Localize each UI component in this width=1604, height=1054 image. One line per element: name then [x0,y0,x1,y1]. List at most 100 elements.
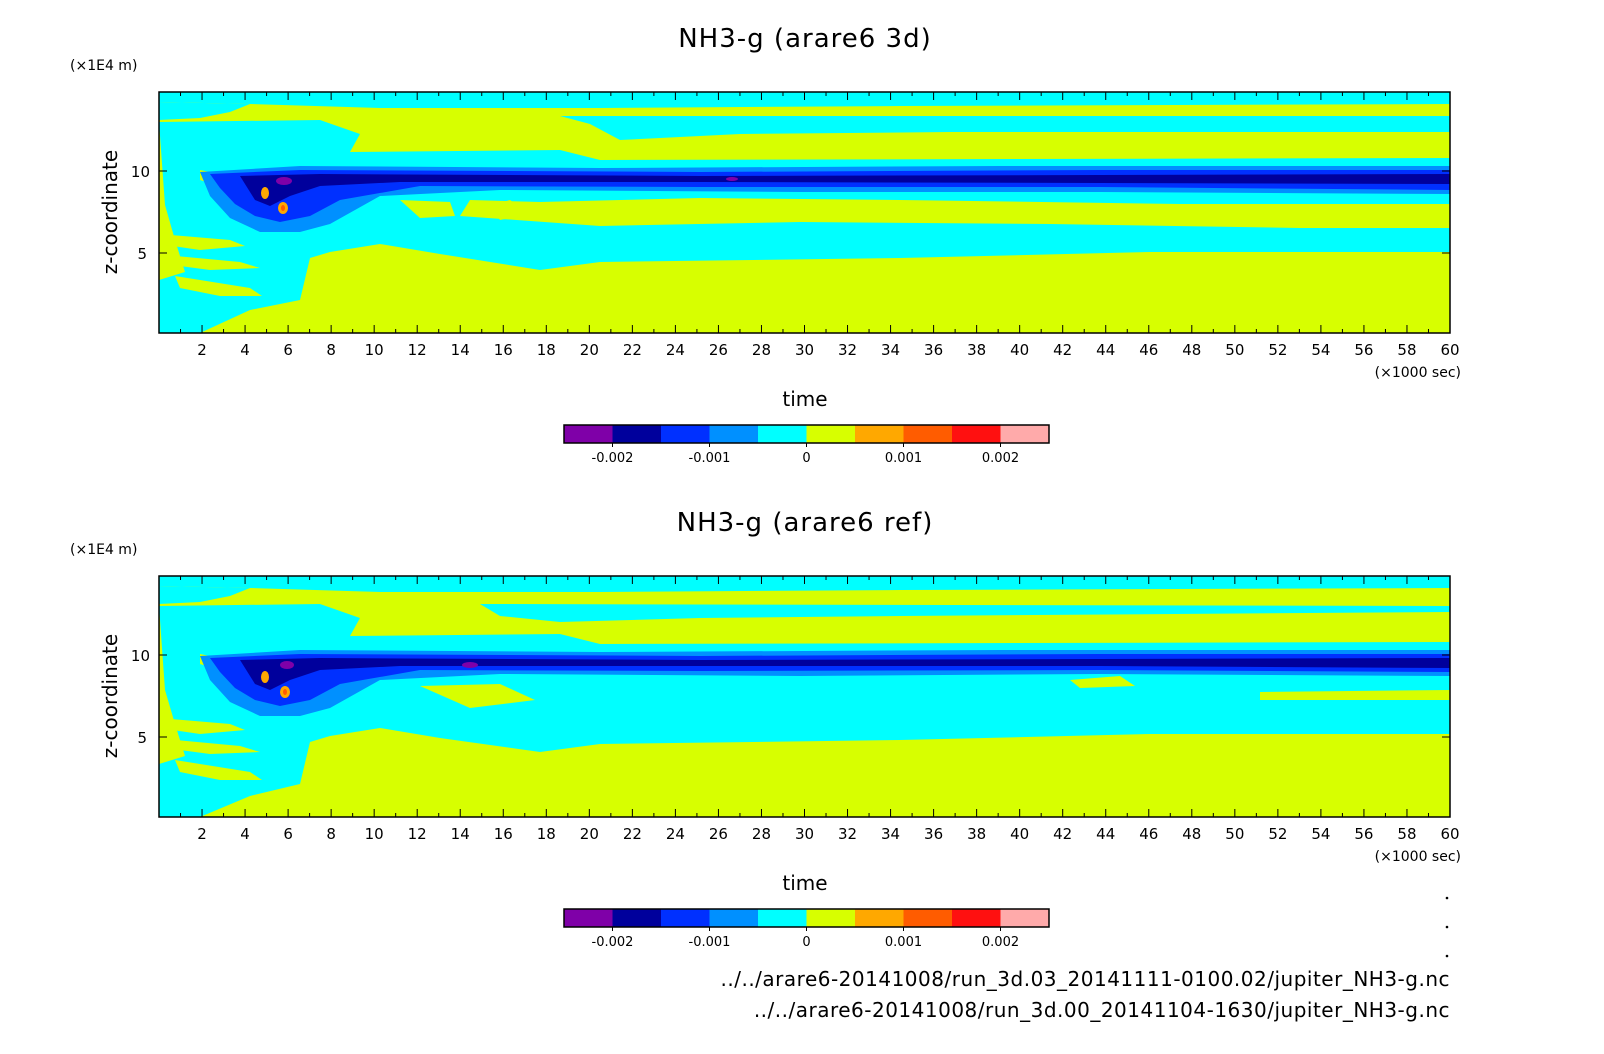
contour-field [159,576,1450,817]
x-tick-label: 20 [580,825,599,843]
x-tick-label: 42 [1053,341,1072,359]
panel-top: NH3-g (arare6 3d) (×1E4 m) [70,24,1461,466]
colorbar: -0.002 -0.001 0 0.001 0.002 [563,424,1050,466]
x-tick-label: 14 [451,825,470,843]
x-tick-label: 24 [666,341,685,359]
colorbar-tick-label: 0 [802,451,810,466]
colorbar: -0.002 -0.001 0 0.001 0.002 [563,908,1050,950]
x-unit-label: (×1000 sec) [1375,849,1461,865]
colorbar-swatch [758,425,807,443]
x-tick-label: 42 [1053,825,1072,843]
x-tick-label: 34 [881,825,900,843]
x-tick-label: 26 [709,341,728,359]
x-axis-label: time [782,387,827,411]
chart-title: NH3-g (arare6 3d) [678,24,932,54]
colorbar-swatch [564,909,613,927]
x-tick-label: 24 [666,825,685,843]
y-tick-label: 10 [131,163,150,181]
x-tick-label: 18 [537,341,556,359]
x-tick-label: 56 [1354,341,1373,359]
colorbar-swatch [612,425,661,443]
colorbar-swatch [855,425,904,443]
y-tick-label: 5 [137,729,147,747]
colorbar-tick-label: -0.001 [689,935,731,950]
colorbar-tick-label: 0.002 [982,451,1019,466]
colorbar-swatch [952,425,1001,443]
x-tick-label: 22 [623,341,642,359]
x-tick-label: 6 [283,825,293,843]
x-tick-label: 40 [1010,825,1029,843]
y-tick-label: 10 [131,647,150,665]
colorbar-swatch [1000,909,1049,927]
chart-title: NH3-g (arare6 ref) [677,508,934,538]
x-tick-label: 48 [1182,825,1201,843]
x-axis: 2 4 6 8 10 12 14 16 18 20 22 24 26 28 30 32 34 36 38 40 42 44… [180,92,1460,359]
x-tick-label: 44 [1096,825,1115,843]
colorbar-swatch [564,425,613,443]
x-tick-label: 28 [752,825,771,843]
colorbar-tick-label: 0.001 [885,451,922,466]
colorbar-swatch [661,425,710,443]
y-unit-label: (×1E4 m) [70,58,137,74]
contour-field [159,92,1450,333]
x-tick-label: 26 [709,825,728,843]
x-tick-label: 54 [1311,825,1330,843]
x-tick-label: 50 [1225,341,1244,359]
y-unit-label: (×1E4 m) [70,542,137,558]
x-tick-label: 32 [838,825,857,843]
panel-bottom: NH3-g (arare6 ref) (×1E4 m) 2 4 6 8 10 12 [70,508,1461,950]
x-tick-label: 52 [1268,341,1287,359]
x-tick-label: 2 [197,825,207,843]
x-tick-label: 38 [967,825,986,843]
x-tick-label: 40 [1010,341,1029,359]
colorbar-tick-label: -0.002 [592,935,634,950]
x-tick-label: 38 [967,341,986,359]
colorbar-swatch [709,425,758,443]
x-tick-label: 52 [1268,825,1287,843]
x-tick-label: 32 [838,341,857,359]
x-tick-label: 8 [326,341,336,359]
file-path: ../../arare6-20141008/run_3d.00_20141104… [754,998,1450,1022]
x-tick-label: 48 [1182,341,1201,359]
x-tick-label: 34 [881,341,900,359]
file-path: ../../arare6-20141008/run_3d.03_20141111… [721,967,1450,991]
x-tick-label: 6 [283,341,293,359]
x-tick-label: 16 [494,341,513,359]
colorbar-tick-label: 0.002 [982,935,1019,950]
x-tick-label: 22 [623,825,642,843]
x-tick-label: 20 [580,341,599,359]
x-tick-label: 12 [408,341,427,359]
x-tick-label: 58 [1397,825,1416,843]
x-tick-label: 10 [365,825,384,843]
x-unit-label: (×1000 sec) [1375,365,1461,381]
x-tick-label: 30 [795,341,814,359]
y-axis: 5 10 [131,647,1450,747]
colorbar-swatch [709,909,758,927]
colorbar-swatch [952,909,1001,927]
stray-dots [1445,896,1449,958]
colorbar-swatch [855,909,904,927]
colorbar-swatch [661,909,710,927]
colorbar-swatch [758,909,807,927]
x-tick-label: 36 [924,825,943,843]
x-tick-label: 8 [326,825,336,843]
colorbar-tick-label: -0.002 [592,451,634,466]
y-axis-label: z-coordinate [98,150,122,274]
x-tick-label: 4 [240,825,250,843]
x-tick-label: 36 [924,341,943,359]
x-tick-label: 54 [1311,341,1330,359]
colorbar-swatch [806,425,855,443]
x-tick-label: 4 [240,341,250,359]
x-tick-label: 12 [408,825,427,843]
colorbar-swatch [806,909,855,927]
x-tick-label: 50 [1225,825,1244,843]
x-tick-label: 10 [365,341,384,359]
x-tick-label: 30 [795,825,814,843]
x-tick-label: 60 [1440,341,1459,359]
x-tick-label: 60 [1440,825,1459,843]
colorbar-swatch [903,425,952,443]
colorbar-tick-label: -0.001 [689,451,731,466]
y-tick-label: 5 [137,245,147,263]
x-tick-label: 14 [451,341,470,359]
